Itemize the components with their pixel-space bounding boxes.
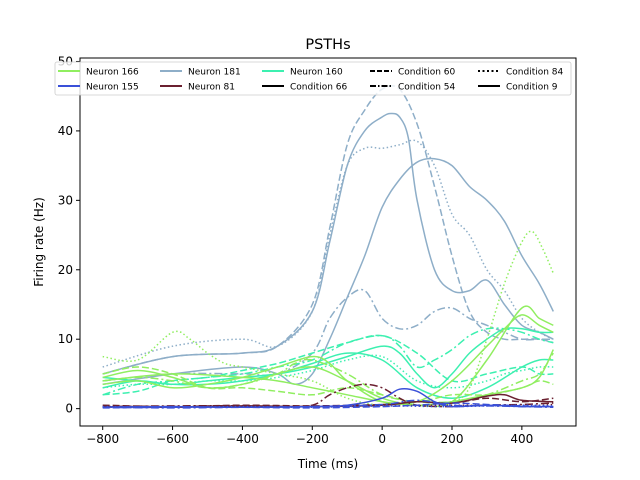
series-line-22 bbox=[102, 402, 554, 409]
legend-label: Neuron 166 bbox=[86, 68, 139, 78]
series-line-11 bbox=[102, 230, 554, 406]
series-line-24 bbox=[102, 399, 554, 409]
legend-label: Condition 84 bbox=[506, 68, 564, 78]
series-line-5 bbox=[102, 288, 554, 382]
plot-frame bbox=[79, 57, 577, 427]
legend-label: Neuron 81 bbox=[188, 83, 235, 93]
x-axis-ticks: −800 −600 −400 −200 0 200 400 bbox=[86, 426, 533, 446]
series-line-15 bbox=[102, 352, 554, 404]
x-tick-label: −800 bbox=[86, 432, 119, 446]
x-tick-label: 400 bbox=[510, 432, 533, 446]
series-line-3 bbox=[102, 139, 554, 368]
x-tick-label: 200 bbox=[441, 432, 464, 446]
legend-label: Neuron 160 bbox=[290, 68, 343, 78]
series-line-2 bbox=[102, 112, 554, 375]
series-line-23 bbox=[102, 404, 554, 409]
series-line-13 bbox=[102, 314, 554, 406]
series-line-8 bbox=[102, 334, 554, 396]
y-tick-label: 30 bbox=[58, 193, 73, 207]
series-line-1 bbox=[102, 85, 554, 375]
legend-label: Condition 54 bbox=[398, 83, 456, 93]
chart-title: PSTHs bbox=[305, 37, 350, 53]
legend-label: Neuron 181 bbox=[188, 68, 241, 78]
y-tick-label: 0 bbox=[65, 402, 73, 416]
legend-label: Condition 60 bbox=[398, 68, 456, 78]
x-tick-label: −200 bbox=[296, 432, 329, 446]
y-tick-label: 40 bbox=[58, 124, 73, 138]
x-tick-label: 0 bbox=[378, 432, 386, 446]
legend-label: Neuron 155 bbox=[86, 83, 139, 93]
series-line-16 bbox=[102, 349, 554, 406]
y-tick-label: 20 bbox=[58, 263, 73, 277]
series-line-10 bbox=[102, 352, 554, 399]
y-axis-label: Firing rate (Hz) bbox=[32, 197, 46, 287]
legend-box bbox=[54, 61, 572, 96]
legend-label: Condition 66 bbox=[290, 83, 348, 93]
series-line-14 bbox=[102, 366, 554, 403]
series-layer bbox=[102, 85, 554, 409]
series-line-4 bbox=[102, 157, 554, 386]
legend: Neuron 166 Neuron 155 Neuron 181 Neuron 81 N… bbox=[54, 61, 572, 96]
legend-label: Condition 9 bbox=[506, 83, 558, 93]
x-tick-label: −600 bbox=[156, 432, 189, 446]
x-axis-label: Time (ms) bbox=[297, 457, 359, 471]
x-tick-label: −400 bbox=[226, 432, 259, 446]
y-tick-label: 10 bbox=[58, 332, 73, 346]
